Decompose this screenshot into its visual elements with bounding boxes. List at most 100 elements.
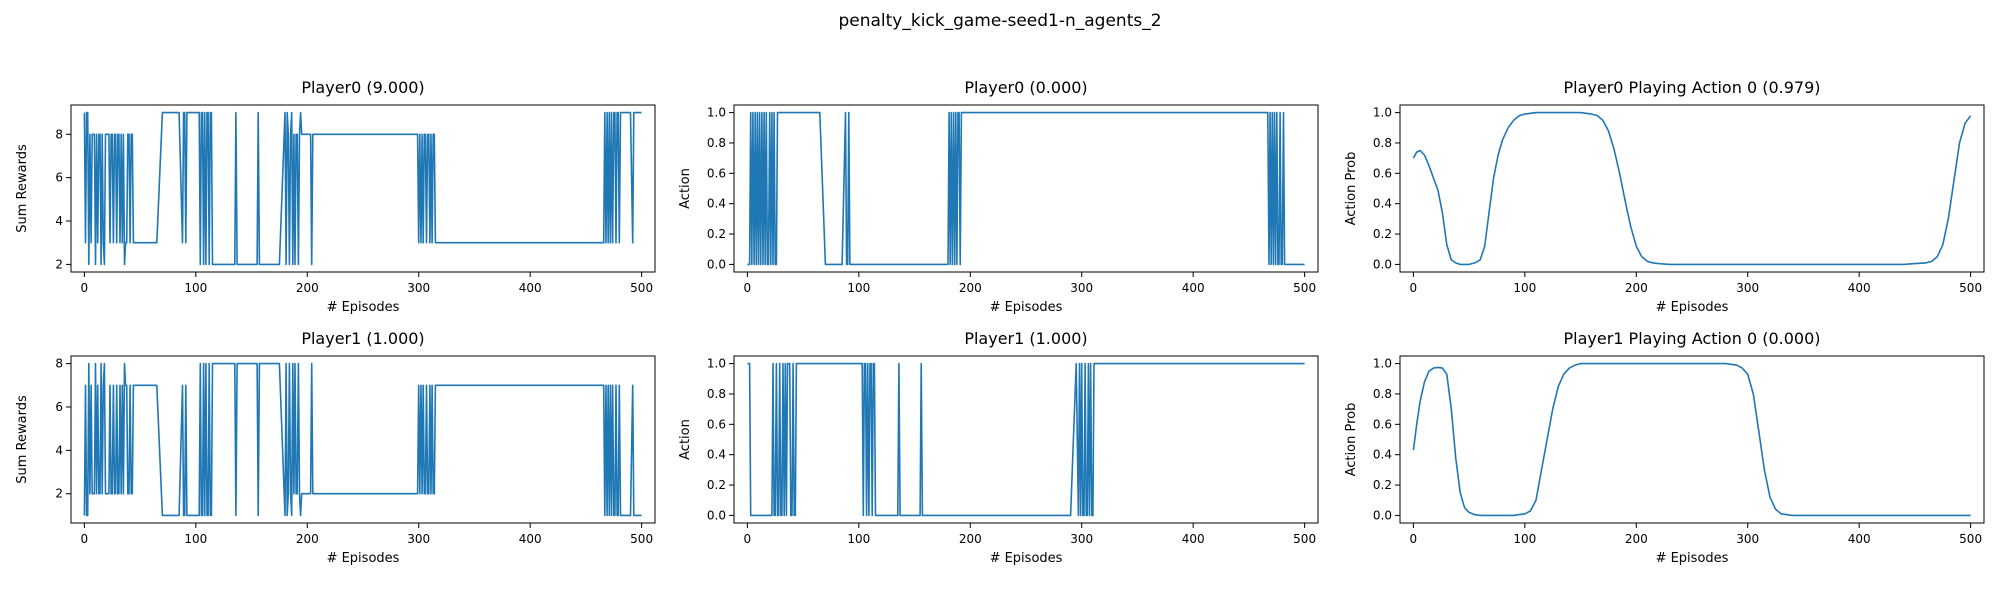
x-tick-label: 0 xyxy=(744,281,752,295)
x-tick-label: 400 xyxy=(1182,532,1205,546)
series-line-0 xyxy=(1412,111,1972,266)
y-tick-label: 0.6 xyxy=(1373,417,1392,431)
subplot-3: 0 100 200 300 400 500 2 4 6 8 Player1 (1.000) # Epi… xyxy=(15,329,656,566)
subplot-title: Player1 (1.000) xyxy=(301,329,424,348)
x-tick-label: 300 xyxy=(1070,281,1093,295)
series-line-0 xyxy=(83,362,642,517)
x-tick-label: 400 xyxy=(1848,281,1871,295)
y-tick-label: 0.6 xyxy=(1373,166,1392,180)
y-tick-label: 1.0 xyxy=(707,106,726,120)
x-axis-label: # Episodes xyxy=(990,300,1063,315)
y-tick-label: 4 xyxy=(55,214,63,228)
y-tick-label: 0.2 xyxy=(1373,227,1392,241)
y-tick-label: 8 xyxy=(55,127,63,141)
subplot-5: 0 100 200 300 400 500 0.0 0.2 0.4 0.6 0.8 1.0 Player… xyxy=(1344,329,1985,566)
y-tick-label: 0.4 xyxy=(1373,448,1392,462)
y-axis-label: Action Prob xyxy=(1344,403,1359,477)
x-tick-label: 200 xyxy=(959,281,982,295)
x-tick-label: 100 xyxy=(847,281,870,295)
x-tick-label: 100 xyxy=(184,281,207,295)
y-tick-label: 2 xyxy=(55,257,63,271)
x-tick-label: 200 xyxy=(296,532,319,546)
x-tick-label: 0 xyxy=(81,281,89,295)
x-tick-label: 400 xyxy=(1848,532,1871,546)
y-tick-label: 0.6 xyxy=(707,417,726,431)
y-tick-label: 0.2 xyxy=(707,227,726,241)
y-tick-label: 6 xyxy=(55,400,63,414)
y-axis-label: Sum Rewards xyxy=(15,144,30,233)
x-axis-label: # Episodes xyxy=(327,551,400,566)
subplot-0: 0 100 200 300 400 500 2 4 6 8 Player0 (9.000) # Epi… xyxy=(15,78,656,315)
x-tick-label: 100 xyxy=(1513,281,1536,295)
y-tick-label: 1.0 xyxy=(1373,106,1392,120)
y-tick-label: 1.0 xyxy=(707,357,726,371)
subplot-title: Player0 (0.000) xyxy=(964,78,1087,97)
y-tick-label: 0.2 xyxy=(707,478,726,492)
subplot-title: Player1 Playing Action 0 (0.000) xyxy=(1564,329,1821,348)
x-tick-label: 200 xyxy=(1625,532,1648,546)
x-tick-label: 100 xyxy=(847,532,870,546)
axes-frame xyxy=(1399,104,1985,273)
x-tick-label: 500 xyxy=(1293,532,1316,546)
x-tick-label: 0 xyxy=(744,532,752,546)
y-tick-label: 0.4 xyxy=(707,197,726,211)
y-tick-label: 0.8 xyxy=(707,387,726,401)
y-tick-label: 0.0 xyxy=(707,257,726,271)
subplot-title: Player0 (9.000) xyxy=(301,78,424,97)
x-tick-label: 500 xyxy=(1959,532,1982,546)
subplot-1: 0 100 200 300 400 500 0.0 0.2 0.4 0.6 0.8 1.0 Player… xyxy=(678,78,1319,315)
x-axis-label: # Episodes xyxy=(327,300,400,315)
y-tick-label: 1.0 xyxy=(1373,357,1392,371)
series-line-0 xyxy=(83,111,642,266)
axes-frame xyxy=(733,104,1319,273)
y-axis-label: Action xyxy=(678,168,693,209)
x-tick-label: 500 xyxy=(630,281,653,295)
x-tick-label: 0 xyxy=(1410,281,1418,295)
x-tick-label: 400 xyxy=(519,281,542,295)
x-axis-label: # Episodes xyxy=(1656,551,1729,566)
y-tick-label: 0.6 xyxy=(707,166,726,180)
y-tick-label: 0.0 xyxy=(707,508,726,522)
x-tick-label: 300 xyxy=(1736,532,1759,546)
y-tick-label: 0.4 xyxy=(1373,197,1392,211)
x-tick-label: 500 xyxy=(1959,281,1982,295)
x-tick-label: 0 xyxy=(81,532,89,546)
x-tick-label: 100 xyxy=(1513,532,1536,546)
axes-frame xyxy=(733,355,1319,524)
x-axis-label: # Episodes xyxy=(990,551,1063,566)
y-axis-label: Action Prob xyxy=(1344,152,1359,226)
axes-frame xyxy=(1399,355,1985,524)
y-tick-label: 4 xyxy=(55,443,63,457)
subplot-2: 0 100 200 300 400 500 0.0 0.2 0.4 0.6 0.8 1.0 Player… xyxy=(1344,78,1985,315)
y-tick-label: 6 xyxy=(55,171,63,185)
x-tick-label: 300 xyxy=(407,532,430,546)
x-tick-label: 300 xyxy=(407,281,430,295)
axes-frame xyxy=(70,104,656,273)
x-tick-label: 100 xyxy=(184,532,207,546)
y-axis-label: Action xyxy=(678,419,693,460)
y-tick-label: 8 xyxy=(55,357,63,371)
series-line-0 xyxy=(747,111,1305,266)
x-axis-label: # Episodes xyxy=(1656,300,1729,315)
y-tick-label: 0.0 xyxy=(1373,508,1392,522)
x-tick-label: 500 xyxy=(1293,281,1316,295)
y-tick-label: 2 xyxy=(55,487,63,501)
y-tick-label: 0.0 xyxy=(1373,257,1392,271)
figure-suptitle: penalty_kick_game-seed1-n_agents_2 xyxy=(838,11,1161,31)
x-tick-label: 200 xyxy=(1625,281,1648,295)
series-line-0 xyxy=(1412,362,1971,517)
x-tick-label: 200 xyxy=(296,281,319,295)
y-tick-label: 0.4 xyxy=(707,448,726,462)
subplot-4: 0 100 200 300 400 500 0.0 0.2 0.4 0.6 0.8 1.0 Player… xyxy=(678,329,1319,566)
x-tick-label: 200 xyxy=(959,532,982,546)
x-tick-label: 500 xyxy=(630,532,653,546)
series-line-0 xyxy=(747,362,1305,517)
x-tick-label: 400 xyxy=(1182,281,1205,295)
subplot-title: Player0 Playing Action 0 (0.979) xyxy=(1564,78,1821,97)
y-tick-label: 0.8 xyxy=(1373,136,1392,150)
x-tick-label: 0 xyxy=(1410,532,1418,546)
x-tick-label: 400 xyxy=(519,532,542,546)
y-tick-label: 0.8 xyxy=(1373,387,1392,401)
